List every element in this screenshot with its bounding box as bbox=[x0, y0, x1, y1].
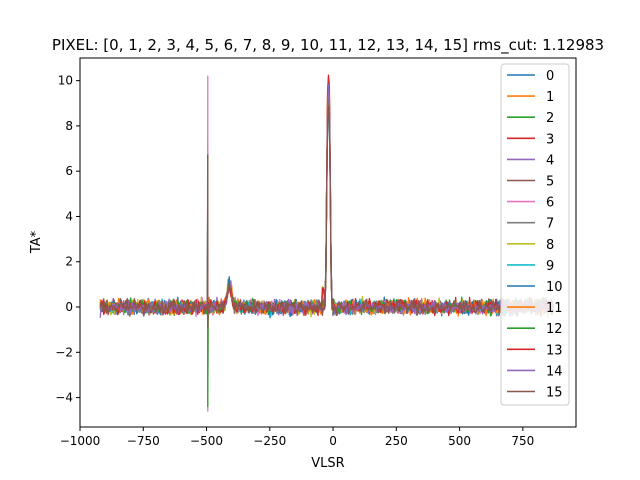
legend-label: 13 bbox=[546, 343, 563, 358]
x-tick-label: 250 bbox=[385, 434, 408, 448]
y-axis-label: TA* bbox=[29, 230, 44, 254]
y-axis: −4 −2 0 2 4 6 8 10 bbox=[55, 74, 80, 405]
y-tick-label: −2 bbox=[55, 345, 73, 359]
x-tick-label: −1000 bbox=[60, 434, 101, 448]
y-tick-label: 10 bbox=[58, 74, 73, 88]
x-tick-label: −750 bbox=[127, 434, 160, 448]
x-tick-label: −500 bbox=[190, 434, 223, 448]
chart-title: PIXEL: [0, 1, 2, 3, 4, 5, 6, 7, 8, 9, 10… bbox=[52, 36, 604, 55]
legend-label: 10 bbox=[546, 280, 563, 295]
legend-label: 5 bbox=[546, 175, 554, 190]
legend-box bbox=[500, 63, 570, 406]
legend-label: 8 bbox=[546, 238, 554, 253]
legend-label: 6 bbox=[546, 196, 554, 211]
y-tick-label: 8 bbox=[65, 119, 73, 133]
series-lines bbox=[99, 74, 554, 412]
y-tick-label: −4 bbox=[55, 391, 73, 405]
legend-label: 9 bbox=[546, 259, 554, 274]
legend-label: 12 bbox=[546, 322, 563, 337]
x-tick-label: −250 bbox=[253, 434, 286, 448]
legend-label: 4 bbox=[546, 153, 554, 168]
x-tick-label: 0 bbox=[329, 434, 337, 448]
series-line-15 bbox=[99, 105, 554, 329]
y-tick-label: 2 bbox=[65, 255, 73, 269]
legend-label: 2 bbox=[546, 111, 554, 126]
x-axis: −1000 −750 −500 −250 0 250 500 750 bbox=[60, 427, 534, 448]
x-tick-label: 750 bbox=[511, 434, 534, 448]
x-axis-label: VLSR bbox=[311, 456, 344, 471]
y-tick-label: 4 bbox=[65, 209, 73, 223]
y-tick-label: 0 bbox=[65, 300, 73, 314]
legend-label: 1 bbox=[546, 90, 554, 105]
x-tick-label: 500 bbox=[448, 434, 471, 448]
legend-label: 15 bbox=[546, 386, 563, 401]
legend-label: 0 bbox=[546, 69, 554, 84]
legend-label: 11 bbox=[546, 301, 563, 316]
legend-label: 14 bbox=[546, 364, 563, 379]
y-tick-label: 6 bbox=[65, 164, 73, 178]
plot-frame bbox=[79, 57, 577, 428]
legend-label: 7 bbox=[546, 217, 554, 232]
legend-label: 3 bbox=[546, 132, 554, 147]
